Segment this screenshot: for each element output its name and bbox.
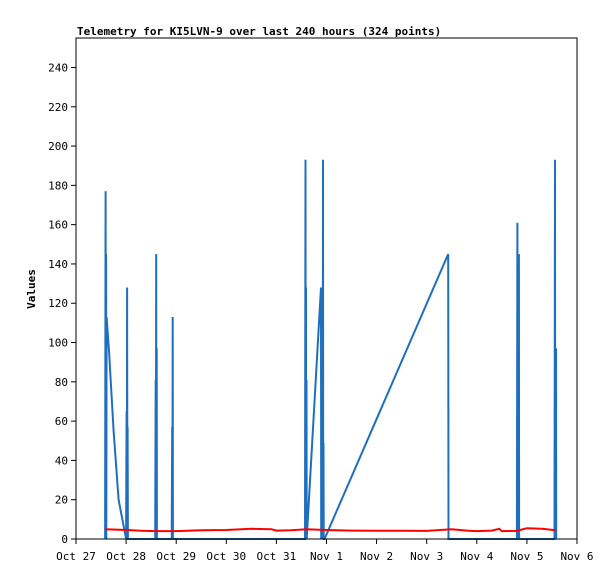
x-tick-label: Nov 5 bbox=[510, 550, 543, 563]
plot-area bbox=[75, 37, 578, 540]
y-tick-label: 60 bbox=[55, 415, 68, 428]
y-tick-label: 160 bbox=[48, 219, 68, 232]
x-tick-label: Oct 29 bbox=[156, 550, 196, 563]
x-tick-label: Nov 4 bbox=[460, 550, 493, 563]
y-tick-label: 120 bbox=[48, 297, 68, 310]
y-tick-label: 180 bbox=[48, 179, 68, 192]
y-tick-label: 240 bbox=[48, 61, 68, 74]
chart-title: Telemetry for KI5LVN-9 over last 240 hou… bbox=[77, 25, 441, 38]
y-tick-label: 200 bbox=[48, 140, 68, 153]
x-tick-label: Oct 31 bbox=[257, 550, 297, 563]
y-tick-label: 100 bbox=[48, 337, 68, 350]
series-line-2 bbox=[105, 527, 557, 533]
x-tick-label: Oct 27 bbox=[56, 550, 96, 563]
x-tick-label: Nov 3 bbox=[410, 550, 443, 563]
y-tick-label: 220 bbox=[48, 101, 68, 114]
y-tick-label: 140 bbox=[48, 258, 68, 271]
x-tick-label: Oct 30 bbox=[206, 550, 246, 563]
series-layer bbox=[104, 159, 558, 540]
x-axis: Oct 27 Oct 28 Oct 29 Oct 30 Oct 31 Nov 1 Nov 2… bbox=[56, 539, 594, 563]
y-tick-label: 40 bbox=[55, 454, 68, 467]
y-tick-label: 80 bbox=[55, 376, 68, 389]
y-tick-label: 20 bbox=[55, 494, 68, 507]
x-tick-label: Oct 28 bbox=[106, 550, 146, 563]
x-tick-label: Nov 2 bbox=[360, 550, 393, 563]
y-axis-label: Values bbox=[25, 269, 38, 309]
y-tick-label: 0 bbox=[61, 533, 68, 546]
y-axis: 0 20 40 60 80 100 120 140 160 180 200 220 240 bbox=[48, 61, 76, 546]
x-tick-label: Nov 6 bbox=[560, 550, 593, 563]
x-tick-label: Nov 1 bbox=[310, 550, 343, 563]
